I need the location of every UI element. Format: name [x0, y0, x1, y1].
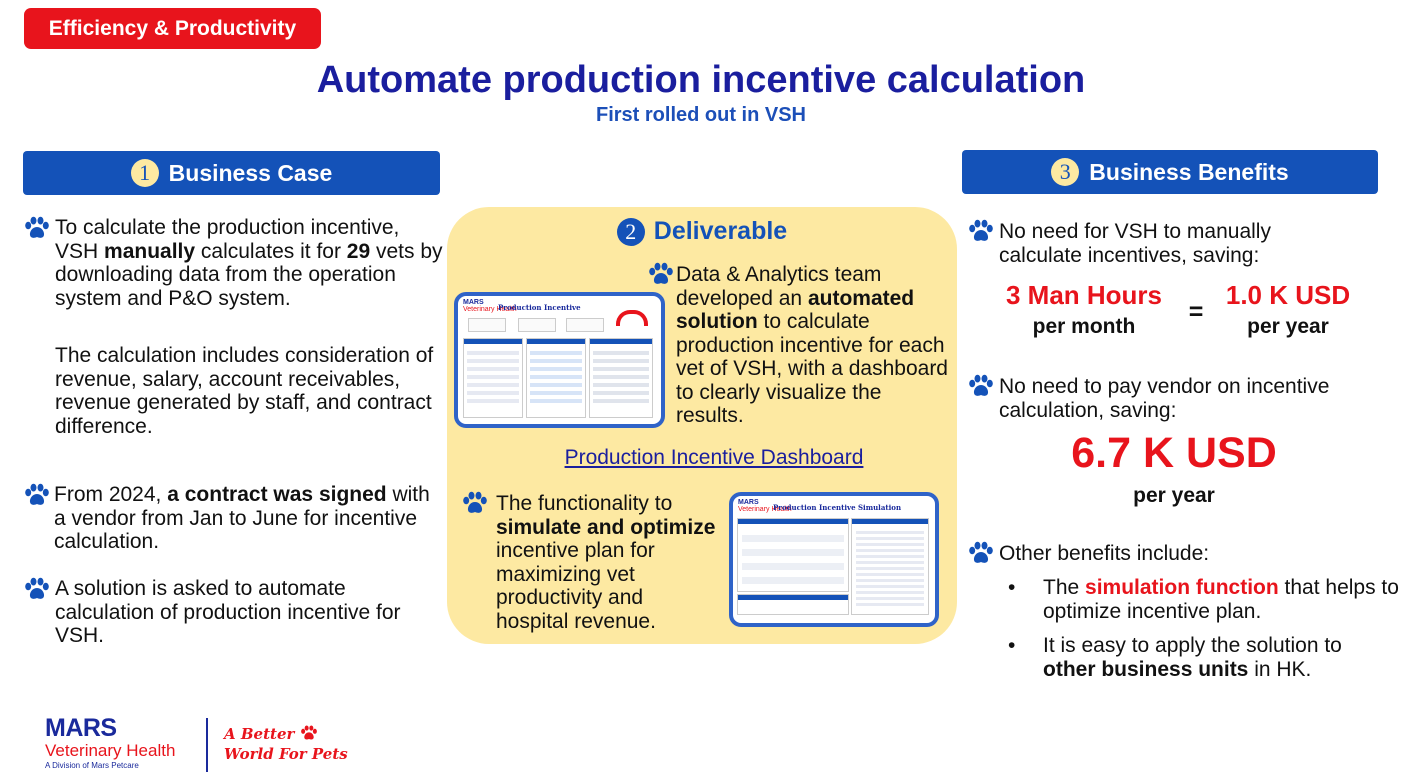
- logo-tagline: A Better World For Pets: [224, 725, 348, 763]
- paw-icon: [968, 219, 994, 243]
- section-title: Business Benefits: [1089, 158, 1289, 185]
- other-benefits-list: The simulation function that helps to op…: [999, 576, 1399, 681]
- metric-man-hours: 3 Man Hours: [1005, 280, 1163, 310]
- section-number: 2: [616, 217, 645, 246]
- paw-icon: [648, 262, 674, 286]
- deliverable-bullet-1: Data & Analytics team developed an autom…: [676, 263, 948, 427]
- logo-subbrand: Veterinary Health: [45, 741, 176, 760]
- paw-icon: [24, 216, 50, 240]
- logo-division: A Division of Mars Petcare: [45, 761, 139, 770]
- benefits-bullet-1: No need for VSH to manually calculate in…: [999, 220, 1271, 267]
- dashboard-thumbnail[interactable]: MARS Veterinary Health Production Incenti…: [454, 292, 665, 428]
- logo-divider: [206, 718, 208, 772]
- list-item: It is easy to apply the solution to othe…: [999, 634, 1399, 681]
- page-title: Automate production incentive calculatio…: [316, 59, 1086, 101]
- metric-vendor-saving-unit: per year: [1133, 484, 1215, 507]
- paw-icon: [300, 725, 317, 740]
- paw-icon: [24, 483, 50, 507]
- category-tag: Efficiency & Productivity: [24, 8, 321, 49]
- dashboard-link[interactable]: Production Incentive Dashboard: [564, 446, 864, 469]
- business-case-bullet-2: From 2024, a contract was signed with a …: [54, 483, 430, 553]
- section-number: 1: [130, 159, 159, 187]
- benefits-bullet-2: No need to pay vendor on incentive calcu…: [999, 375, 1330, 422]
- page-subtitle: First rolled out in VSH: [595, 104, 806, 126]
- thumbnail-title: Production Incentive Simulation: [773, 503, 902, 512]
- section-header-deliverable: 2 Deliverable: [447, 217, 957, 246]
- footer-logo: MARS Veterinary Health A Division of Mar…: [45, 714, 175, 770]
- business-case-bullet-1-detail: The calculation includes consideration o…: [55, 344, 434, 438]
- section-header-business-benefits: 3 Business Benefits: [962, 150, 1378, 194]
- benefits-bullet-3: Other benefits include:: [999, 542, 1210, 565]
- paw-icon: [24, 577, 50, 601]
- business-case-bullet-3: A solution is asked to automate calculat…: [55, 577, 401, 647]
- deliverable-bullet-2: The functionality to simulate and optimi…: [496, 492, 716, 633]
- metric-man-hours-unit: per month: [1032, 315, 1136, 338]
- thumbnail-title: Production Incentive: [498, 303, 581, 312]
- equals-sign: =: [1188, 298, 1204, 326]
- simulation-thumbnail[interactable]: MARS Veterinary Health Production Incenti…: [729, 492, 939, 627]
- thumbnail-brand: MARS Veterinary Health: [738, 499, 792, 513]
- section-header-business-case: 1 Business Case: [23, 151, 440, 195]
- paw-icon: [968, 374, 994, 398]
- list-item: The simulation function that helps to op…: [999, 576, 1399, 623]
- section-title: Business Case: [168, 159, 333, 186]
- logo-brand: MARS: [45, 714, 117, 742]
- thumbnail-brand: MARS Veterinary Health: [463, 299, 517, 313]
- metric-usd-saving-unit: per year: [1247, 315, 1329, 338]
- section-title: Deliverable: [653, 217, 788, 245]
- metric-vendor-saving: 6.7 K USD: [1071, 429, 1277, 477]
- section-number: 3: [1051, 158, 1080, 186]
- paw-icon: [968, 541, 994, 565]
- metric-usd-saving: 1.0 K USD: [1225, 280, 1351, 310]
- paw-icon: [462, 491, 488, 515]
- business-case-bullet-1: To calculate the production incentive, V…: [55, 216, 443, 310]
